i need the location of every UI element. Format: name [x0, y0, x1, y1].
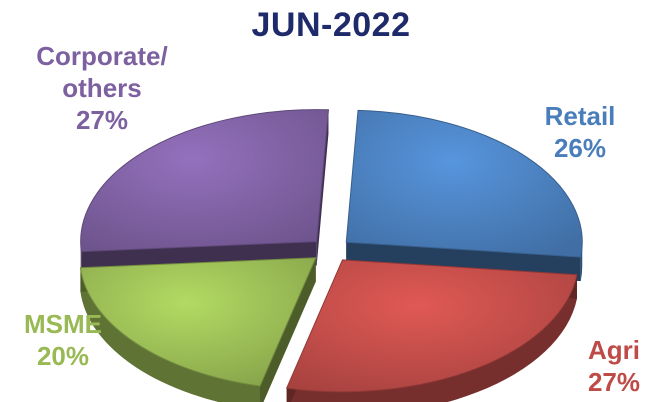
slice-agri-rim-0 [286, 274, 577, 402]
label-agri-pct: 27% [587, 367, 641, 397]
label-msme: MSME 20% [8, 308, 118, 372]
label-corporate: Corporate/ others 27% [12, 40, 192, 136]
label-agri-name: Agri [588, 335, 640, 365]
slice-msme-side-0 [260, 257, 316, 402]
slice-msme [79, 257, 317, 387]
slice-corporate [80, 109, 330, 253]
chart-title: JUN-2022 [251, 6, 411, 44]
label-agri: Agri 27% [568, 334, 660, 398]
label-corporate-name: Corporate/ others [36, 41, 168, 103]
label-retail-pct: 26% [553, 133, 607, 163]
label-msme-name: MSME [24, 309, 102, 339]
slice-corporate-side-1 [316, 109, 329, 266]
label-retail: Retail 26% [520, 100, 640, 164]
slice-retail [345, 109, 583, 258]
label-corporate-pct: 27% [75, 105, 129, 135]
slice-agri [285, 259, 578, 393]
label-msme-pct: 20% [36, 341, 90, 371]
label-retail-name: Retail [544, 101, 616, 131]
slice-msme-rim-0 [80, 267, 261, 402]
